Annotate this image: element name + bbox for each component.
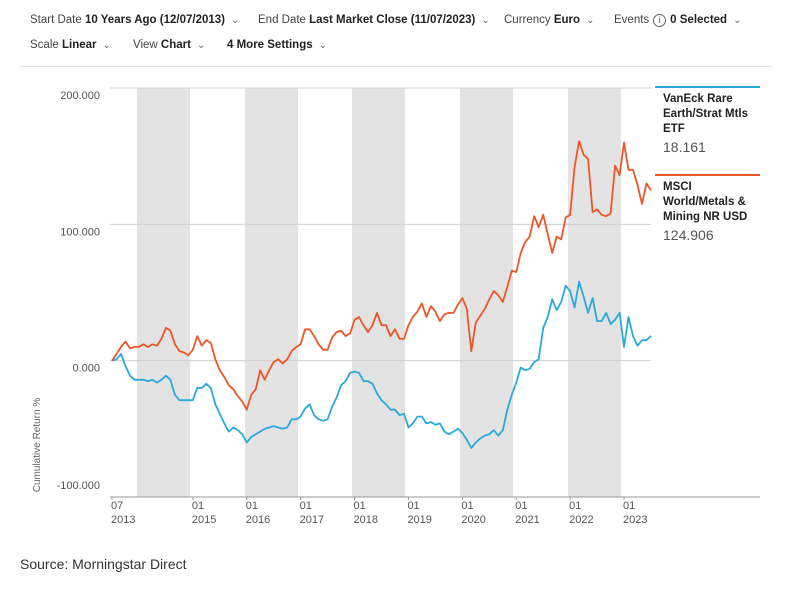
series-line — [111, 280, 652, 449]
start-date-setting[interactable]: Start Date 10 Years Ago (12/07/2013) ⌄ — [30, 14, 240, 26]
y-axis-title: Cumulative Return % — [32, 398, 43, 493]
x-tick-label: 2022 — [569, 514, 593, 526]
x-tick-label: 01 — [569, 500, 581, 512]
x-tick-label: 2023 — [623, 514, 647, 526]
setting-label: Events — [614, 14, 650, 26]
legend-name: MSCI World/Metals & Mining NR USD — [663, 181, 748, 223]
setting-value: 0 Selected — [670, 14, 728, 26]
events-setting[interactable]: Events i 0 Selected ⌄ — [614, 14, 742, 27]
currency-setting[interactable]: Currency Euro ⌄ — [504, 14, 595, 26]
series-line — [111, 140, 652, 411]
x-tick-label: 2016 — [246, 514, 270, 526]
shade-band — [137, 88, 190, 497]
x-tick-label: 01 — [407, 500, 419, 512]
x-tick-label: 2021 — [515, 514, 539, 526]
x-tick-label: 2018 — [354, 514, 378, 526]
setting-label: Start Date — [30, 14, 82, 26]
legend-value: 18.161 — [663, 139, 706, 155]
source-note: Source: Morningstar Direct — [20, 556, 187, 572]
scale-setting[interactable]: Scale Linear ⌄ — [30, 39, 111, 51]
x-tick-label: 01 — [246, 500, 258, 512]
x-tick-label: 2019 — [407, 514, 431, 526]
setting-value: 10 Years Ago (12/07/2013) — [84, 14, 225, 26]
legend-entry: MSCI World/Metals & Mining NR USD 124.906 — [663, 180, 763, 243]
x-tick-label: 2015 — [192, 514, 216, 526]
legend-swatch — [655, 86, 760, 88]
x-tick-label: 01 — [192, 500, 204, 512]
shade-band — [568, 88, 621, 497]
x-tick-label: 01 — [623, 500, 635, 512]
year-shading — [137, 88, 621, 497]
setting-value: 4 More Settings — [227, 39, 313, 51]
shade-band — [352, 88, 405, 497]
chart: Cumulative Return % 200.000 100.000 0.000 -… — [32, 87, 760, 526]
x-tick-label: 01 — [515, 500, 527, 512]
setting-value: Last Market Close (11/07/2023) — [309, 14, 476, 26]
setting-label: View — [133, 39, 158, 51]
view-setting[interactable]: View Chart ⌄ — [133, 39, 206, 51]
setting-label: Currency — [504, 14, 551, 26]
x-tick-label: 01 — [354, 500, 366, 512]
setting-label: Scale — [30, 39, 59, 51]
y-tick-label: 200.000 — [60, 90, 100, 102]
shade-band — [460, 88, 513, 497]
x-tick-label: 01 — [461, 500, 473, 512]
y-tick-label: 100.000 — [60, 226, 100, 238]
x-tick-label: 2020 — [461, 514, 485, 526]
x-tick-label: 2013 — [111, 514, 135, 526]
y-tick-label: -100.000 — [57, 480, 100, 492]
shade-band — [245, 88, 298, 497]
end-date-setting[interactable]: End Date Last Market Close (11/07/2023) ⌄ — [258, 14, 490, 26]
x-tick-label: 07 — [111, 500, 123, 512]
legend-value: 124.906 — [663, 227, 714, 243]
setting-value: Euro — [553, 14, 581, 26]
x-tick-label: 2017 — [300, 514, 324, 526]
legend-swatch — [655, 174, 760, 176]
legend-entry: VanEck Rare Earth/Strat Mtls ETF 18.161 — [663, 92, 763, 155]
more-settings[interactable]: 4 More Settings ⌄ — [227, 39, 328, 51]
setting-label: End Date — [258, 14, 306, 26]
x-tick-label: 01 — [300, 500, 312, 512]
setting-value: Chart — [160, 39, 191, 51]
separator — [20, 66, 772, 67]
setting-value: Linear — [61, 39, 97, 51]
y-tick-label: 0.000 — [72, 363, 100, 375]
legend-name: VanEck Rare Earth/Strat Mtls ETF — [663, 93, 748, 135]
